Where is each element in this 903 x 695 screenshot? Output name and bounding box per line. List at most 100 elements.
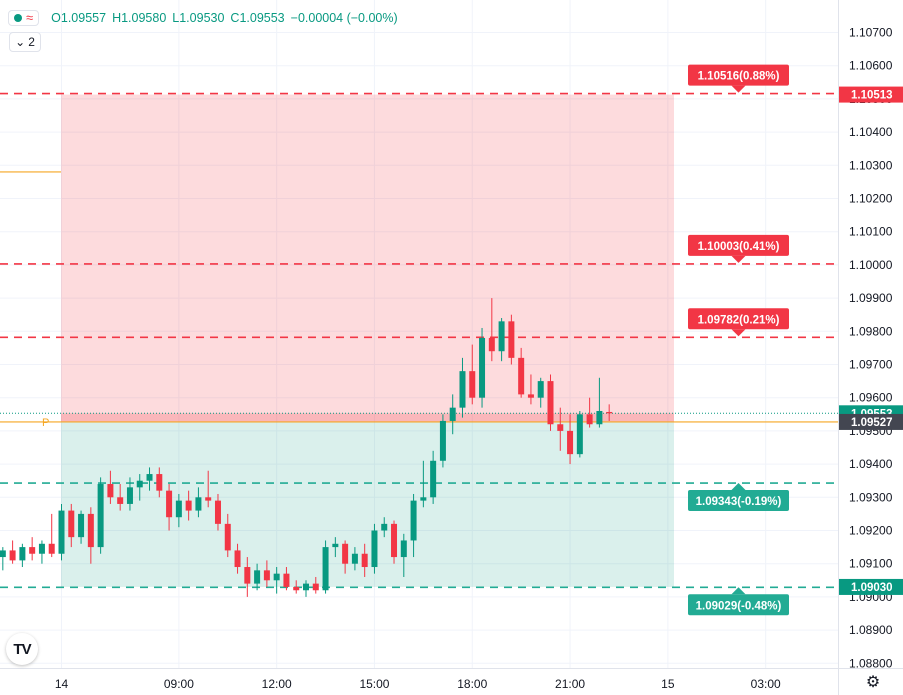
level-badge[interactable]: 1.09343(-0.19%): [688, 483, 789, 512]
price-tick-label: 1.09100: [849, 557, 893, 571]
candle: [332, 537, 339, 558]
price-tick-label: 1.08900: [849, 623, 893, 637]
candle: [342, 540, 349, 574]
time-tick-label: 09:00: [164, 677, 194, 691]
price-tick-label: 1.10200: [849, 192, 893, 206]
time-scale[interactable]: 14 09:00 12:00 15:00 18:00 21:00 15 03:00: [55, 677, 781, 691]
candle: [293, 580, 300, 594]
market-open-dot-icon: [14, 14, 22, 22]
candle: [576, 410, 583, 458]
candle: [303, 580, 309, 597]
level-badge-label: 1.10516(0.88%): [698, 71, 780, 83]
change-value: −0.00004 (−0.00%): [290, 11, 398, 25]
indicators-toggle-button[interactable]: ⌄ 2: [9, 32, 41, 52]
price-tick-label: 1.09700: [849, 358, 893, 372]
candle: [498, 318, 505, 362]
candle: [146, 467, 153, 491]
gear-icon[interactable]: ⚙: [865, 674, 881, 691]
price-axis-badge-label: 1.09030: [851, 582, 893, 594]
open-pnl-zone: [61, 413, 674, 422]
price-tick-label: 1.10600: [849, 59, 893, 73]
position-zones: P: [0, 94, 838, 587]
candle: [29, 537, 36, 561]
time-tick-label: 12:00: [262, 677, 292, 691]
candle: [557, 407, 564, 451]
price-tick-label: 1.10400: [849, 125, 893, 139]
candle: [263, 560, 270, 587]
price-tick-label: 1.10300: [849, 158, 893, 172]
price-levels[interactable]: 1.10516(0.88%) 1.10003(0.41%) 1.09782(0.21…: [0, 64, 838, 616]
entry-marker: P: [42, 417, 49, 429]
price-axis-badge: 1.09527: [839, 413, 903, 430]
candle: [459, 357, 466, 418]
wave-icon: ≈: [26, 10, 34, 25]
candle: [195, 487, 202, 518]
candles: [0, 298, 613, 597]
level-badge[interactable]: 1.10003(0.41%): [688, 234, 789, 263]
candle: [596, 377, 603, 428]
price-tick-label: 1.10100: [849, 225, 893, 239]
price-axis-badge: 1.09030: [839, 578, 903, 595]
candle: [224, 513, 231, 558]
level-badge[interactable]: 1.10516(0.88%): [688, 64, 789, 93]
time-tick-label: 14: [55, 677, 69, 691]
price-tick-label: 1.10000: [849, 258, 893, 272]
high-value: H1.09580: [112, 11, 167, 25]
candle: [254, 563, 261, 591]
price-tick-label: 1.10700: [849, 26, 893, 40]
level-badge[interactable]: 1.09782(0.21%): [688, 308, 789, 337]
candle: [449, 394, 456, 435]
candle: [420, 460, 427, 508]
level-badge[interactable]: 1.09029(-0.48%): [688, 587, 789, 616]
candle: [126, 477, 133, 511]
candle: [361, 543, 368, 577]
candle: [430, 450, 437, 504]
candle: [166, 484, 173, 531]
candle: [400, 533, 407, 577]
candle: [547, 374, 554, 431]
candle: [19, 543, 26, 568]
candle: [136, 474, 143, 501]
symbol-status-toggle[interactable]: ≈: [8, 10, 40, 26]
price-tick-label: 1.09800: [849, 324, 893, 338]
price-tick-label: 1.09200: [849, 524, 893, 538]
price-scale[interactable]: 1.107001.106001.105001.104001.103001.102…: [849, 26, 893, 671]
tradingview-logo-icon[interactable]: TV: [6, 633, 38, 665]
candle: [214, 493, 221, 531]
time-tick-label: 15: [661, 677, 675, 691]
price-axis-badge-label: 1.09527: [851, 417, 893, 429]
candle: [527, 374, 534, 405]
candle: [567, 414, 574, 465]
candle: [606, 404, 613, 421]
close-value: C1.09553: [230, 11, 285, 25]
level-badge-label: 1.09343(-0.19%): [696, 496, 782, 508]
candle: [508, 314, 515, 365]
candle: [537, 377, 544, 408]
candle: [312, 576, 319, 594]
candle: [38, 540, 45, 564]
candle: [48, 513, 55, 558]
candle: [117, 484, 124, 511]
candle: [205, 470, 212, 508]
candle: [479, 327, 486, 408]
chevron-down-icon: ⌄: [15, 35, 26, 49]
candle: [244, 557, 251, 597]
indicator-count: 2: [28, 35, 35, 49]
open-value: O1.09557: [51, 11, 107, 25]
candle: [371, 523, 378, 574]
price-axis-badge: 1.10513: [839, 86, 903, 103]
candle: [9, 540, 16, 564]
candle: [391, 520, 398, 564]
candle: [58, 503, 65, 561]
candle: [283, 567, 290, 591]
candle: [381, 517, 388, 538]
candle: [156, 467, 163, 498]
price-tick-label: 1.09600: [849, 391, 893, 405]
time-tick-label: 15:00: [359, 677, 389, 691]
candle: [586, 397, 593, 428]
candle: [68, 503, 75, 548]
candle: [175, 493, 182, 528]
low-value: L1.09530: [172, 11, 225, 25]
